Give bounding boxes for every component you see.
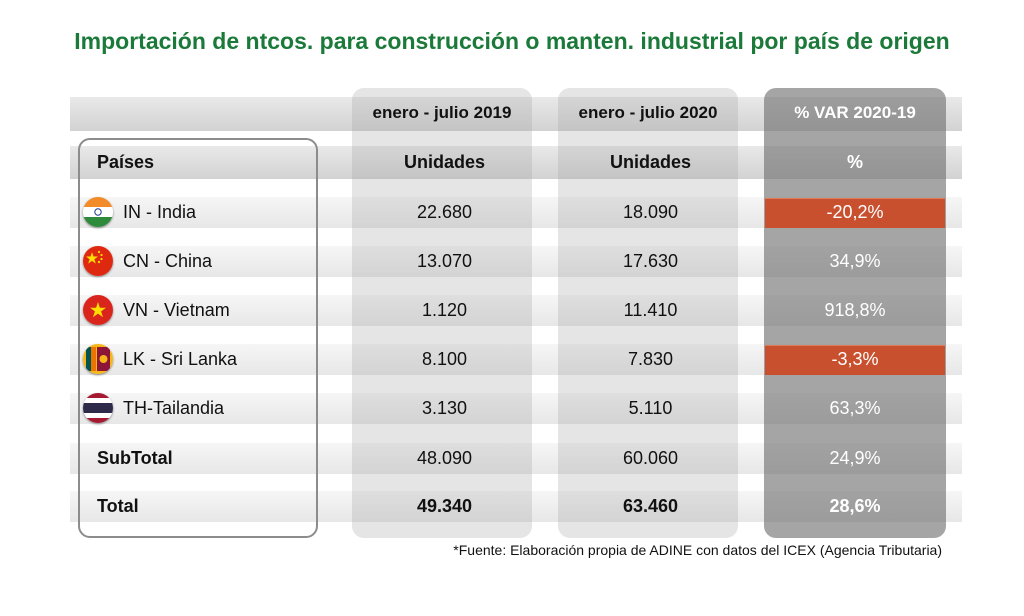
units-2020-header: Unidades xyxy=(609,152,692,172)
var-cell: -3,3% xyxy=(831,349,879,369)
china-flag-icon xyxy=(83,246,113,276)
units-2019-cell: 1.120 xyxy=(421,300,468,320)
units-2020-cell: 17.630 xyxy=(622,251,679,271)
india-flag-icon xyxy=(83,197,113,227)
units-2020-cell: 5.110 xyxy=(628,398,673,418)
column-2019-box xyxy=(352,88,532,538)
var-cell: -20,2% xyxy=(826,202,884,222)
total-2020-cell: 63.460 xyxy=(622,496,679,516)
country-name: TH-Tailandia xyxy=(123,398,225,418)
source-footnote: *Fuente: Elaboración propia de ADINE con… xyxy=(453,542,942,558)
thailand-flag-icon xyxy=(83,393,113,423)
var-cell: 34,9% xyxy=(829,251,881,271)
units-2019-cell: 8.100 xyxy=(421,349,468,369)
subtotal-label: SubTotal xyxy=(97,448,173,468)
country-name: CN - China xyxy=(123,251,213,271)
country-name: IN - India xyxy=(123,202,197,222)
subtotal-var-cell: 24,9% xyxy=(829,448,881,468)
subtotal-2019-cell: 48.090 xyxy=(416,448,473,468)
var-header: % xyxy=(846,152,863,172)
units-2019-header: Unidades xyxy=(403,152,486,172)
var-cell: 63,3% xyxy=(829,398,881,418)
period-var-header: % VAR 2020-19 xyxy=(794,103,916,122)
total-2019-cell: 49.340 xyxy=(416,496,473,516)
units-2020-cell: 11.410 xyxy=(623,300,678,320)
country-column-header: Países xyxy=(97,152,155,172)
period-2020-header: enero - julio 2020 xyxy=(578,103,718,122)
var-cell: 918,8% xyxy=(824,300,886,320)
units-2019-cell: 3.130 xyxy=(421,398,468,418)
column-var-box xyxy=(764,88,946,538)
country-name: LK - Sri Lanka xyxy=(123,349,238,369)
table-title: Importación de ntcos. para construcción … xyxy=(74,28,950,54)
countries-column-box xyxy=(78,138,318,538)
column-2020-box xyxy=(558,88,738,538)
total-label: Total xyxy=(97,496,139,516)
total-var-cell: 28,6% xyxy=(829,496,881,516)
period-2019-header: enero - julio 2019 xyxy=(372,103,512,122)
units-2020-cell: 18.090 xyxy=(622,202,679,222)
subtotal-2020-cell: 60.060 xyxy=(622,448,679,468)
negative-highlight-sri-lanka xyxy=(765,345,945,375)
sri-lanka-flag-icon xyxy=(83,344,113,374)
units-2019-cell: 13.070 xyxy=(416,251,473,271)
units-2019-cell: 22.680 xyxy=(416,202,473,222)
units-2020-cell: 7.830 xyxy=(627,349,674,369)
country-name: VN - Vietnam xyxy=(123,300,230,320)
vietnam-flag-icon xyxy=(83,295,113,325)
negative-highlight-india xyxy=(765,198,945,228)
